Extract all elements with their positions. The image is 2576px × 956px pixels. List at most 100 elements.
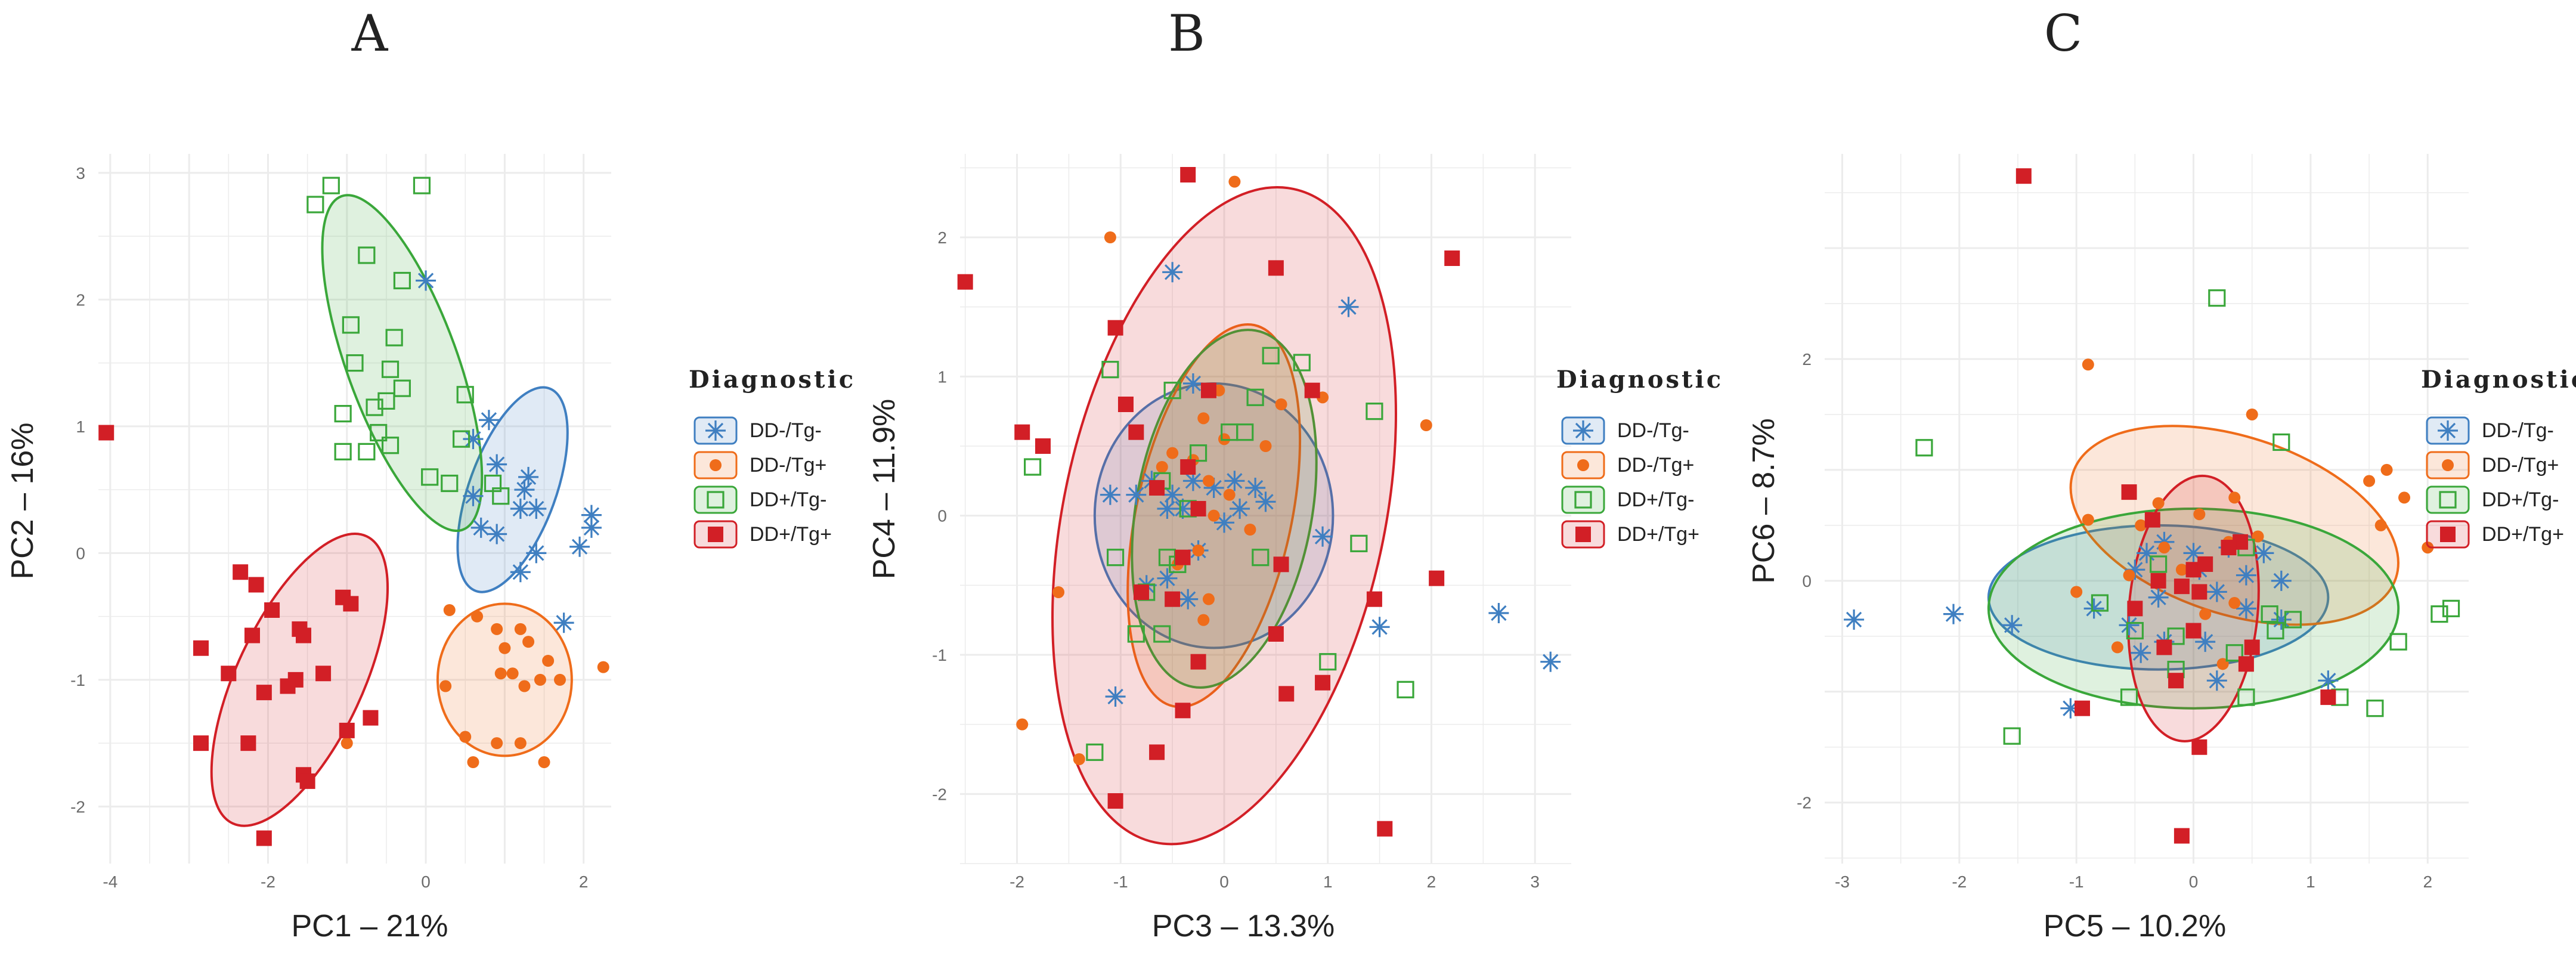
point-dd-tg [1236,423,1254,441]
legend-label: DD-/Tg- [1617,419,1689,442]
point-dd-tg [1420,419,1432,431]
point-dd-tg [1014,424,1030,440]
point-dd-tg [1246,388,1264,406]
y-axis-title: PC2 – 16% [5,422,40,579]
point-dd-tg [1149,744,1165,760]
panel-letter: C [2044,4,2082,63]
point-dd-tg [2236,598,2256,619]
point-dd-tg [381,437,400,454]
point-dd-tg [2246,408,2258,420]
point-dd-tg [1190,501,1206,516]
legend-title: Diagnostic [1556,366,1723,394]
point-dd-tg [2126,621,2144,640]
point-dd-tg [2272,433,2290,451]
legend-marker [1574,491,1592,509]
point-dd-tg [526,499,547,519]
legend-label: DD+/Tg- [1617,488,1694,511]
point-dd-tg [510,499,531,519]
legend: Diagnostic DD-/Tg- DD-/Tg+ DD+/Tg- DD+/Tg+ [689,366,853,549]
point-dd-tg [363,710,379,726]
y-tick-label: 2 [937,228,947,247]
legend-key [1561,485,1605,514]
point-dd-tg [1175,703,1191,719]
x-tick-label: -2 [261,873,275,891]
point-dd-tg [2191,584,2207,600]
point-dd-tg [264,602,280,618]
x-axis-title: PC3 – 13.3% [1152,909,1335,943]
y-tick-label: 0 [937,507,947,525]
legend-label: DD-/Tg- [750,419,822,442]
point-dd-tg [1166,447,1179,459]
point-dd-tg [1943,604,1964,624]
legend-marker [2442,459,2454,471]
point-dd-tg [2366,700,2384,717]
x-tick-label: 0 [421,873,431,891]
point-dd-tg [1844,609,1865,630]
point-dd-tg [1429,570,1445,586]
point-dd-tg [510,562,531,583]
point-dd-tg [459,731,472,743]
point-dd-tg [413,177,431,194]
point-dd-tg [1101,361,1119,379]
point-dd-tg [2197,556,2213,572]
point-dd-tg [2225,644,2243,662]
point-dd-tg [581,505,602,525]
point-dd-tg [2374,519,2387,531]
ellipse-dd-tg- [436,602,573,757]
point-dd-tg [1255,491,1276,512]
point-dd-tg [441,474,459,493]
point-dd-tg [1293,354,1311,372]
point-dd-tg [2228,597,2241,610]
point-dd-tg [2208,289,2226,307]
point-dd-tg [385,329,403,346]
point-dd-tg [1192,544,1205,556]
point-dd-tg [526,543,547,564]
point-dd-tg [534,673,546,686]
point-dd-tg [1128,424,1144,440]
point-dd-tg [322,177,340,194]
point-dd-tg [2206,670,2227,691]
legend-key [2426,485,2470,514]
gridlines [1825,154,2469,864]
y-tick-label: 0 [1802,572,1812,590]
point-dd-tg [467,756,479,768]
point-dd-tg [2252,530,2264,543]
legend-title: Diagnostic [2421,366,2576,394]
panel-letter: B [1168,4,1205,63]
x-tick-label: 1 [1323,873,1333,891]
point-dd-tg [1106,549,1125,567]
point-dd-tg [1180,167,1196,182]
legend-marker [1575,527,1591,542]
legend-key [693,485,738,514]
legend-label: DD+/Tg- [2482,488,2559,511]
point-dd-tg [2216,658,2229,670]
point-dd-tg [499,642,511,654]
x-tick-label: 2 [579,873,589,891]
panel-c: C -3 -2 -1 0 1 2 -2 0 2 PC5 – 10.2% PC6 – 8.7% Diagn… [1747,4,2576,943]
point-dd-tg [2150,555,2168,573]
point-dd-tg [334,405,352,423]
gridlines [960,154,1571,864]
x-tick-label: 3 [1530,873,1540,891]
point-dd-tg [1224,471,1245,491]
point-dd-tg [522,636,535,648]
point-dd-tg [1156,461,1168,473]
point-dd-tg [370,423,388,442]
point-dd-tg [538,756,550,768]
point-dd-tg [1259,440,1272,452]
point-dd-tg [1268,626,1284,642]
legend-label: DD+/Tg+ [2482,523,2564,546]
point-dd-tg [1163,382,1181,400]
point-dd-tg [2320,689,2336,706]
point-dd-tg [518,466,539,487]
point-dd-tg [2238,656,2254,672]
legend: Diagnostic DD-/Tg- DD-/Tg+ DD+/Tg- DD+/Tg+ [2421,366,2576,549]
x-tick-label: 2 [2423,873,2432,891]
point-dd-tg [2091,594,2109,612]
point-dd-tg [1107,320,1123,336]
legend: Diagnostic DD-/Tg- DD-/Tg+ DD+/Tg- DD+/Tg+ [1556,366,1723,549]
point-dd-tg [1275,398,1287,410]
legend-marker [2439,491,2457,509]
point-dd-tg [2206,581,2227,602]
